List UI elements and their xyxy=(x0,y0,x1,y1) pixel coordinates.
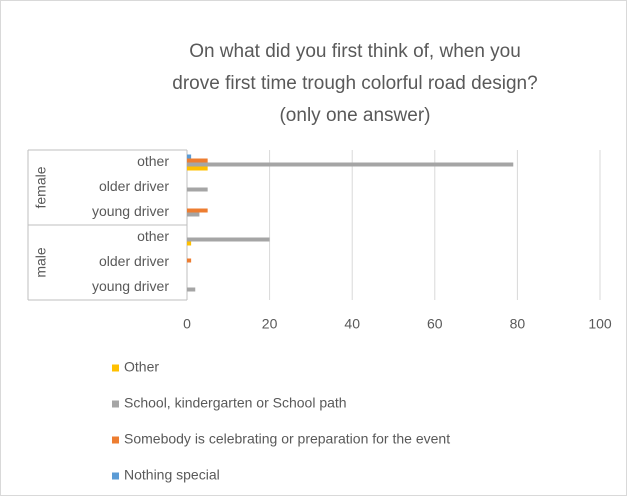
group-label: male xyxy=(33,247,49,278)
bar xyxy=(187,162,514,167)
bar xyxy=(187,166,208,171)
legend-swatch xyxy=(112,400,119,408)
bar xyxy=(187,187,208,192)
y-tick-label: young driver xyxy=(92,203,169,219)
bar xyxy=(187,258,192,263)
x-tick-label: 40 xyxy=(344,316,360,332)
chart-title: (only one answer) xyxy=(279,105,430,126)
y-tick-label: older driver xyxy=(99,253,169,269)
chart-title: On what did you first think of, when you xyxy=(189,41,521,62)
chart-title: drove first time trough colorful road de… xyxy=(172,73,537,94)
x-tick-label: 0 xyxy=(183,316,191,332)
bar xyxy=(187,212,200,217)
x-tick-label: 20 xyxy=(262,316,278,332)
y-tick-label: young driver xyxy=(92,278,169,294)
bar xyxy=(187,237,270,242)
x-tick-label: 100 xyxy=(588,316,612,332)
bar xyxy=(187,241,192,246)
x-tick-label: 80 xyxy=(510,316,526,332)
group-label: female xyxy=(33,166,49,208)
legend-swatch xyxy=(112,472,119,480)
bar xyxy=(187,158,208,163)
legend-swatch xyxy=(112,364,119,372)
bar xyxy=(187,154,192,159)
legend-label: Other xyxy=(124,359,159,375)
y-tick-label: other xyxy=(137,153,169,169)
y-tick-label: older driver xyxy=(99,178,169,194)
x-tick-label: 60 xyxy=(427,316,443,332)
bar xyxy=(187,208,208,213)
legend-swatch xyxy=(112,436,119,444)
legend-label: School, kindergarten or School path xyxy=(124,395,347,411)
legend-label: Somebody is celebrating or preparation f… xyxy=(124,431,450,447)
bar xyxy=(187,287,196,292)
legend-label: Nothing special xyxy=(124,467,220,483)
y-tick-label: other xyxy=(137,228,169,244)
